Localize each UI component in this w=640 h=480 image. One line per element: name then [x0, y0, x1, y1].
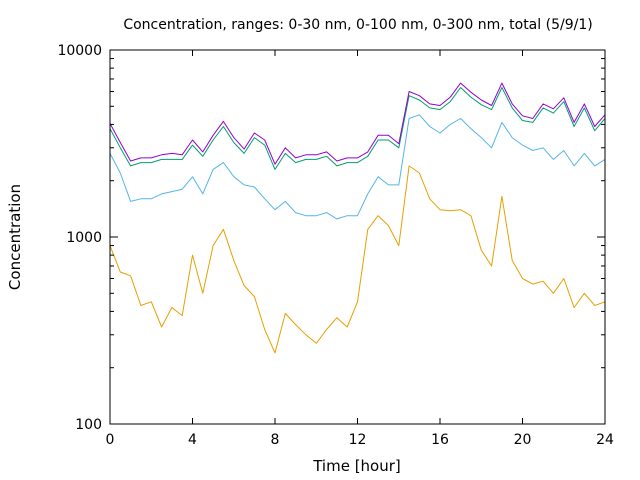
series-line-1 [109, 165, 606, 354]
x-tick-label: 16 [431, 432, 449, 448]
y-axis-label: Concentration [6, 184, 24, 290]
x-tick-label: 20 [514, 432, 532, 448]
y-tick-label: 100 [75, 417, 102, 433]
x-axis: 0 4 8 12 16 20 24 [106, 50, 614, 448]
x-tick-label: 24 [596, 432, 614, 448]
plot-frame [109, 49, 606, 425]
x-tick-label: 0 [106, 432, 115, 448]
x-tick-label: 12 [349, 432, 367, 448]
y-tick-label: 1000 [66, 230, 102, 246]
series-line-3 [109, 87, 606, 170]
x-tick-label: 8 [271, 432, 280, 448]
series-line-2 [109, 114, 606, 220]
y-tick-label: 10000 [57, 43, 102, 59]
series-line-4 [109, 82, 606, 165]
y-axis: 100 1000 10000 [57, 43, 605, 433]
series-layer [109, 82, 606, 354]
x-axis-label: Time [hour] [312, 457, 401, 475]
x-tick-label: 4 [188, 432, 197, 448]
chart-title: Concentration, ranges: 0-30 nm, 0-100 nm… [123, 17, 592, 33]
